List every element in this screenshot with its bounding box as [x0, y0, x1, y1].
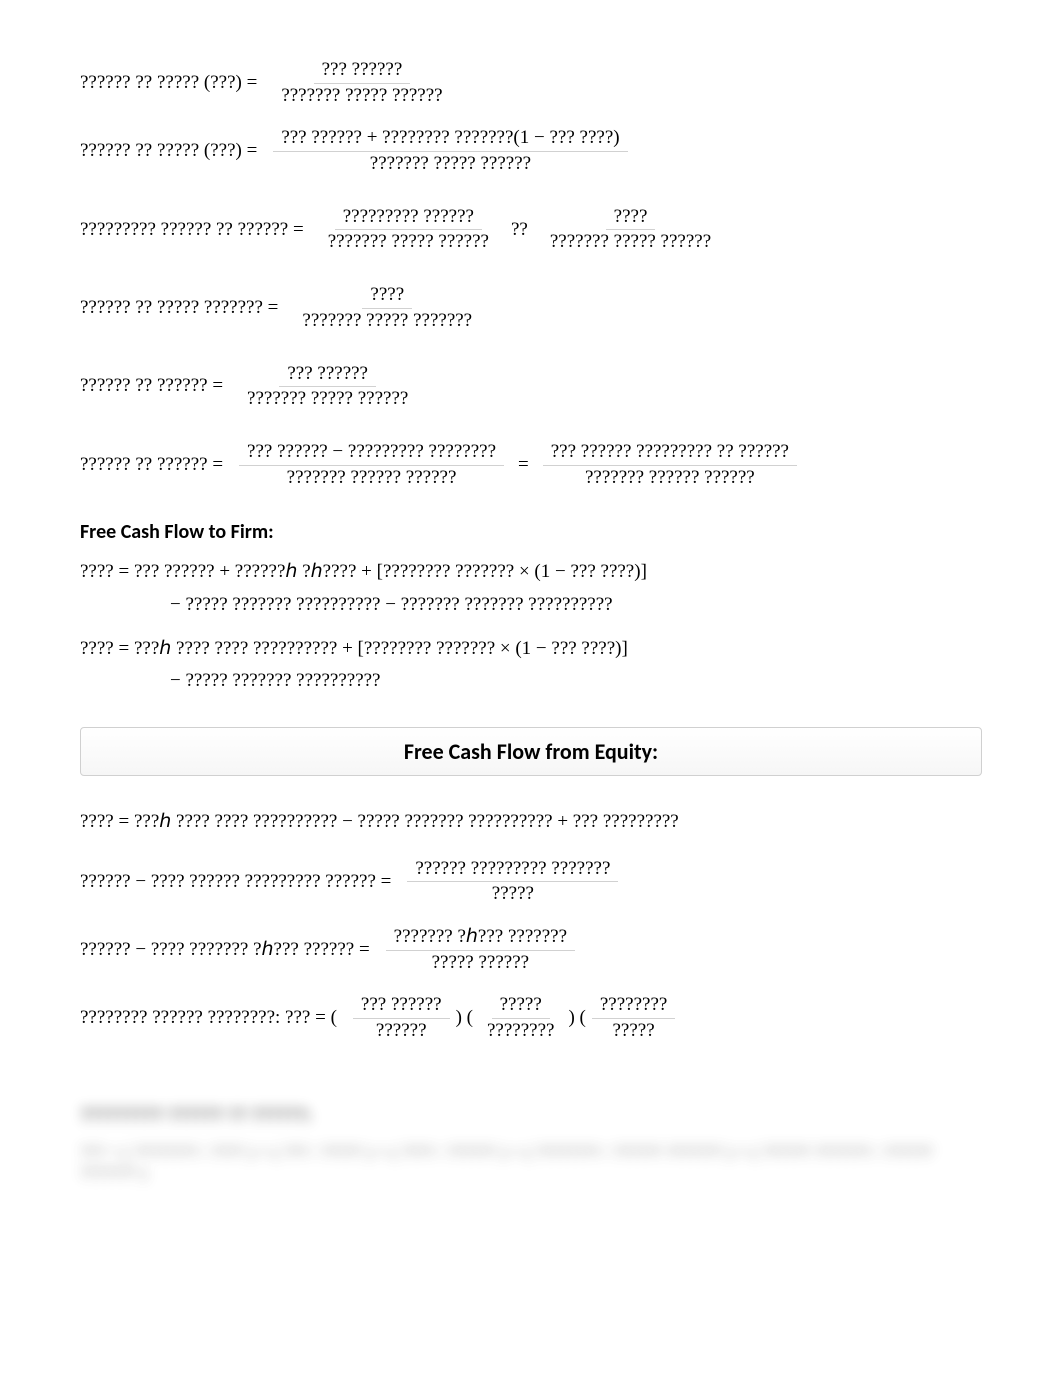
eq1-lhs: ?????? ?? ????? (???) =	[80, 71, 257, 96]
eq6-lhs: ?????? ?? ?????? =	[80, 453, 223, 478]
eq9-m1: ) (	[456, 1006, 473, 1031]
eq6-mid: =	[518, 453, 529, 478]
eq3-frac2: ???? ??????? ????? ??????	[542, 205, 719, 255]
eq7-lhs: ?????? − ???? ?????? ????????? ?????? =	[80, 870, 391, 895]
eq1-frac: ??? ?????? ??????? ????? ??????	[273, 58, 450, 108]
eq9-m2: ) (	[568, 1006, 585, 1031]
eq8-frac: ??????? ?ℎ??? ??????? ????? ??????	[386, 925, 575, 975]
eq9-frac3: ???????? ?????	[592, 993, 675, 1043]
fcff-eq2: ???? = ???ℎ ???? ???? ?????????? + [????…	[80, 633, 982, 698]
section-banner-fcfe: Free Cash Flow from Equity:	[80, 727, 982, 776]
blurred-preview: ????????? ?????? ?? ??????: ??? = ( ????…	[80, 1104, 982, 1184]
section-fcff-head: Free Cash Flow to Firm:	[80, 520, 982, 544]
eq3-lhs: ????????? ?????? ?? ?????? =	[80, 218, 304, 243]
eq6-frac1: ??? ?????? − ????????? ???????? ??????? …	[239, 440, 504, 490]
eq2-lhs: ?????? ?? ????? (???) =	[80, 139, 257, 164]
eq4-lhs: ?????? ?? ????? ??????? =	[80, 296, 278, 321]
eq9-frac1: ??? ?????? ??????	[353, 993, 450, 1043]
eq7-frac: ?????? ????????? ??????? ?????	[407, 857, 618, 907]
fcfe-eq: ???? = ???ℎ ???? ???? ?????????? − ?????…	[80, 806, 982, 838]
fcff-eq1: ???? = ??? ?????? + ??????ℎ ?ℎ???? + [??…	[80, 556, 982, 621]
eq3-frac1: ????????? ?????? ??????? ????? ??????	[320, 205, 497, 255]
eq5-frac: ??? ?????? ??????? ????? ??????	[239, 362, 416, 412]
eq2-frac: ??? ?????? + ???????? ???????(1 − ??? ??…	[273, 126, 627, 176]
eq5-lhs: ?????? ?? ?????? =	[80, 374, 223, 399]
eq8-lhs: ?????? − ???? ??????? ?ℎ??? ?????? =	[80, 938, 370, 963]
eq3-mid: ??	[511, 218, 528, 243]
eq9-frac2: ????? ????????	[479, 993, 562, 1043]
eq4-frac: ???? ??????? ????? ???????	[294, 283, 480, 333]
eq9-lhs: ???????? ?????? ????????: ??? = (	[80, 1006, 337, 1031]
eq6-frac2: ??? ?????? ????????? ?? ?????? ??????? ?…	[543, 440, 797, 490]
